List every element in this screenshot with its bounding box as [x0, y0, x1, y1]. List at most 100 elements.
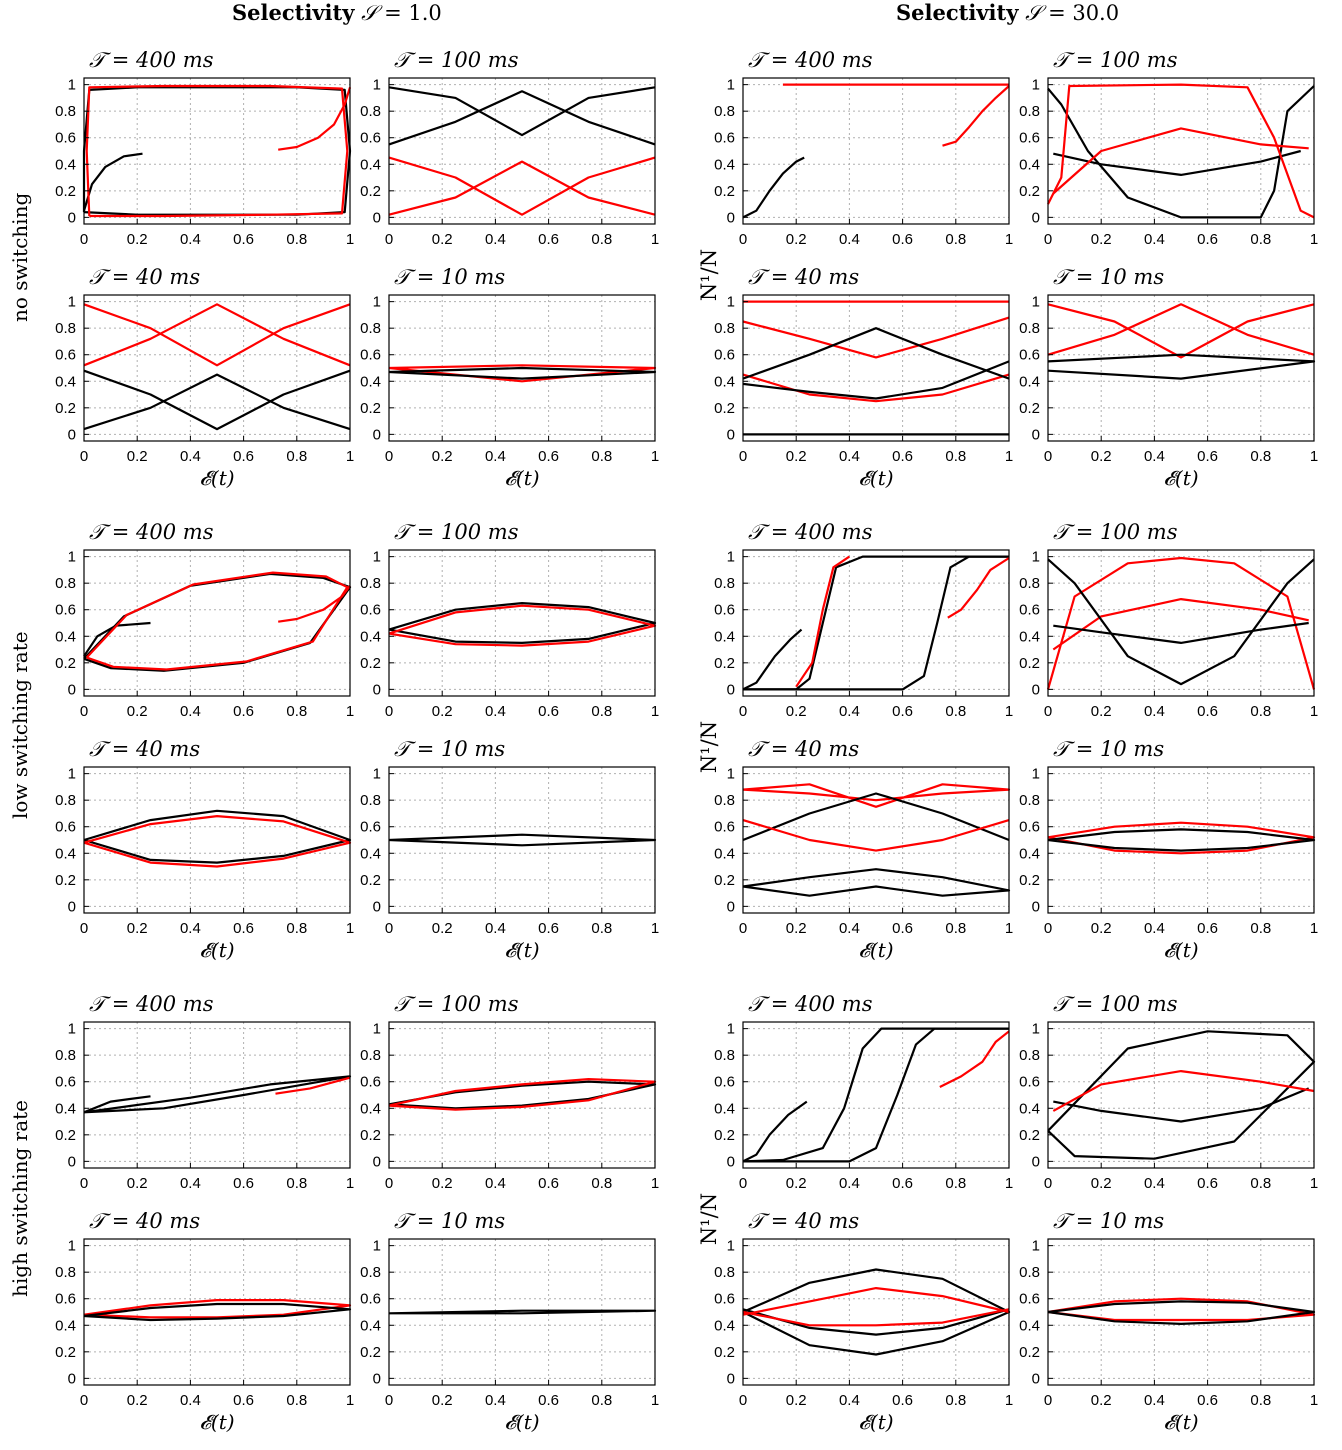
panel-9: 0 0.2 0.4 0.6 0.8 1 0 0.2 0.4 0.6 0.8 1 𝒯 = 400 ms — [55, 520, 354, 720]
x-tick-label: 0 — [385, 231, 393, 248]
x-tick-label: 0.6 — [538, 448, 559, 465]
y-tick-label: 1 — [1032, 549, 1040, 566]
panel-24: 0 0.2 0.4 0.6 0.8 1 0 0.2 0.4 0.6 0.8 1 𝒯 = 10 ms 𝓔(t… — [1019, 1209, 1318, 1434]
y-tick-label: 0.2 — [360, 1344, 381, 1361]
x-tick-label: 1 — [346, 1175, 354, 1192]
y-tick-label: 0 — [68, 681, 76, 698]
panel-12: 0 0.2 0.4 0.6 0.8 1 0 0.2 0.4 0.6 0.8 1 𝒯 = 10 ms 𝓔(t… — [360, 737, 659, 962]
series-black-1 — [742, 156, 805, 219]
y-tick-label: 0.4 — [360, 156, 381, 173]
y-tick-label: 1 — [727, 294, 735, 311]
x-tick-label: 0 — [385, 703, 393, 720]
series-black-2 — [743, 1027, 1009, 1163]
y-tick-label: 0.4 — [1019, 845, 1040, 862]
y-tick-label: 0.8 — [1019, 320, 1040, 337]
x-tick-label: 0.2 — [127, 231, 148, 248]
plot-frame — [83, 294, 351, 442]
x-tick-label: 0.6 — [233, 920, 254, 937]
x-tick-label: 0 — [1044, 1392, 1052, 1409]
x-tick-label: 0.6 — [892, 920, 913, 937]
panel-6: 0 0.2 0.4 0.6 0.8 1 0 0.2 0.4 0.6 0.8 1 𝒯 = 100 ms — [1019, 48, 1318, 248]
y-tick-label: 0.2 — [360, 655, 381, 672]
panel-title: 𝒯 = 400 ms — [748, 520, 873, 544]
x-tick-label: 0.8 — [286, 920, 307, 937]
x-tick-label: 0.8 — [945, 920, 966, 937]
panel-title: 𝒯 = 100 ms — [1053, 992, 1178, 1016]
y-tick-label: 0.8 — [1019, 575, 1040, 592]
y-tick-label: 0.6 — [55, 819, 76, 836]
panel-title: 𝒯 = 10 ms — [394, 265, 505, 289]
series-red-1 — [83, 1298, 352, 1319]
y-tick-label: 0 — [373, 1153, 381, 1170]
plot-frame — [742, 766, 1010, 914]
panel-5: 0 0.2 0.4 0.6 0.8 1 0 0.2 0.4 0.6 0.8 1 𝒯 = 400 ms — [714, 48, 1013, 248]
x-tick-label: 0.8 — [1250, 920, 1271, 937]
x-tick-label: 0.8 — [1250, 1175, 1271, 1192]
series-black-1 — [388, 1309, 657, 1315]
x-tick-label: 1 — [651, 1392, 659, 1409]
x-tick-label: 0.4 — [839, 448, 860, 465]
x-tick-label: 0.2 — [127, 1175, 148, 1192]
panel-14: 0 0.2 0.4 0.6 0.8 1 0 0.2 0.4 0.6 0.8 1 𝒯 = 100 ms — [1019, 520, 1318, 720]
x-tick-label: 1 — [346, 231, 354, 248]
y-tick-label: 0.2 — [55, 400, 76, 417]
y-tick-label: 0.4 — [55, 1317, 76, 1334]
x-tick-label: 0.6 — [892, 448, 913, 465]
panel-title: 𝒯 = 40 ms — [748, 265, 859, 289]
x-tick-label: 0.4 — [485, 703, 506, 720]
x-tick-label: 0.4 — [839, 920, 860, 937]
x-tick-label: 0.8 — [286, 231, 307, 248]
y-tick-label: 0.4 — [1019, 1317, 1040, 1334]
plot-frame — [388, 1021, 656, 1169]
x-tick-label: 1 — [651, 1175, 659, 1192]
y-tick-label: 0.8 — [55, 320, 76, 337]
y-tick-label: 0.8 — [360, 575, 381, 592]
x-tick-label: 1 — [1310, 1175, 1318, 1192]
y-tick-label: 0.6 — [55, 1291, 76, 1308]
x-tick-label: 0.8 — [286, 1175, 307, 1192]
y-tick-label: 0 — [1032, 426, 1040, 443]
x-tick-label: 1 — [1005, 231, 1013, 248]
y-tick-label: 0.4 — [55, 156, 76, 173]
y-tick-label: 0.2 — [55, 872, 76, 889]
x-tick-label: 0.8 — [945, 1175, 966, 1192]
panel-23: 0 0.2 0.4 0.6 0.8 1 0 0.2 0.4 0.6 0.8 1 𝒯 = 40 ms 𝓔(t… — [714, 1209, 1013, 1434]
series-black-5 — [742, 327, 1010, 380]
y-tick-label: 1 — [68, 1021, 76, 1038]
panel-22: 0 0.2 0.4 0.6 0.8 1 0 0.2 0.4 0.6 0.8 1 𝒯 = 100 ms — [1019, 992, 1318, 1192]
series-black-1 — [388, 833, 657, 847]
x-tick-label: 0.2 — [432, 920, 453, 937]
x-tick-label: 0.2 — [786, 703, 807, 720]
y-tick-label: 0.4 — [1019, 373, 1040, 390]
series-red-4 — [742, 1308, 1010, 1327]
x-tick-label: 1 — [1005, 703, 1013, 720]
x-tick-label: 0.4 — [1144, 1175, 1165, 1192]
series-black-3 — [742, 1100, 808, 1163]
panel-11: 0 0.2 0.4 0.6 0.8 1 0 0.2 0.4 0.6 0.8 1 𝒯 = 40 ms 𝓔(t… — [55, 737, 354, 962]
x-tick-label: 1 — [1005, 920, 1013, 937]
x-tick-label: 0.8 — [591, 231, 612, 248]
y-tick-label: 1 — [1032, 1021, 1040, 1038]
y-tick-label: 0 — [373, 426, 381, 443]
y-tick-label: 0.6 — [55, 347, 76, 364]
panel-title: 𝒯 = 10 ms — [1053, 1209, 1164, 1233]
x-tick-label: 1 — [651, 231, 659, 248]
y-tick-label: 0.2 — [714, 872, 735, 889]
series-black-2 — [82, 152, 143, 212]
x-tick-label: 0.6 — [1197, 448, 1218, 465]
y-tick-label: 0 — [1032, 209, 1040, 226]
panel-16: 0 0.2 0.4 0.6 0.8 1 0 0.2 0.4 0.6 0.8 1 𝒯 = 10 ms 𝓔(t… — [1019, 737, 1318, 962]
x-tick-label: 0.8 — [945, 448, 966, 465]
x-tick-label: 1 — [1310, 920, 1318, 937]
y-tick-label: 0.4 — [714, 1317, 735, 1334]
x-tick-label: 0.4 — [839, 1175, 860, 1192]
y-tick-label: 1 — [68, 766, 76, 783]
panel-3: 0 0.2 0.4 0.6 0.8 1 0 0.2 0.4 0.6 0.8 1 𝒯 = 40 ms 𝓔(t… — [55, 265, 354, 490]
x-tick-label: 0.2 — [127, 1392, 148, 1409]
y-tick-label: 1 — [727, 549, 735, 566]
x-axis-label: 𝓔(t) — [858, 938, 893, 962]
x-tick-label: 0.6 — [1197, 703, 1218, 720]
series-red-3 — [275, 1076, 351, 1095]
x-tick-label: 1 — [1005, 1392, 1013, 1409]
series-black-2 — [743, 555, 1009, 691]
